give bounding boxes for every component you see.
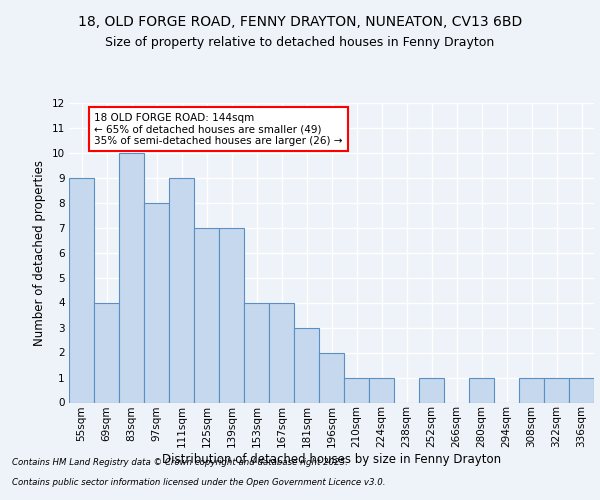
Text: Contains HM Land Registry data © Crown copyright and database right 2025.: Contains HM Land Registry data © Crown c… <box>12 458 348 467</box>
Bar <box>69 178 94 402</box>
Bar <box>194 228 219 402</box>
X-axis label: Distribution of detached houses by size in Fenny Drayton: Distribution of detached houses by size … <box>162 453 501 466</box>
Bar <box>269 302 294 402</box>
Text: 18, OLD FORGE ROAD, FENNY DRAYTON, NUNEATON, CV13 6BD: 18, OLD FORGE ROAD, FENNY DRAYTON, NUNEA… <box>78 16 522 30</box>
Text: Contains public sector information licensed under the Open Government Licence v3: Contains public sector information licen… <box>12 478 386 487</box>
Bar <box>469 378 494 402</box>
Bar <box>144 202 169 402</box>
Bar <box>369 378 394 402</box>
Bar <box>94 302 119 402</box>
Text: 18 OLD FORGE ROAD: 144sqm
← 65% of detached houses are smaller (49)
35% of semi-: 18 OLD FORGE ROAD: 144sqm ← 65% of detac… <box>94 112 343 146</box>
Bar <box>344 378 369 402</box>
Bar <box>294 328 319 402</box>
Bar <box>519 378 544 402</box>
Bar <box>419 378 444 402</box>
Bar <box>119 152 144 402</box>
Bar <box>244 302 269 402</box>
Bar <box>169 178 194 402</box>
Bar <box>319 352 344 403</box>
Y-axis label: Number of detached properties: Number of detached properties <box>33 160 46 346</box>
Bar <box>544 378 569 402</box>
Text: Size of property relative to detached houses in Fenny Drayton: Size of property relative to detached ho… <box>106 36 494 49</box>
Bar <box>569 378 594 402</box>
Bar <box>219 228 244 402</box>
